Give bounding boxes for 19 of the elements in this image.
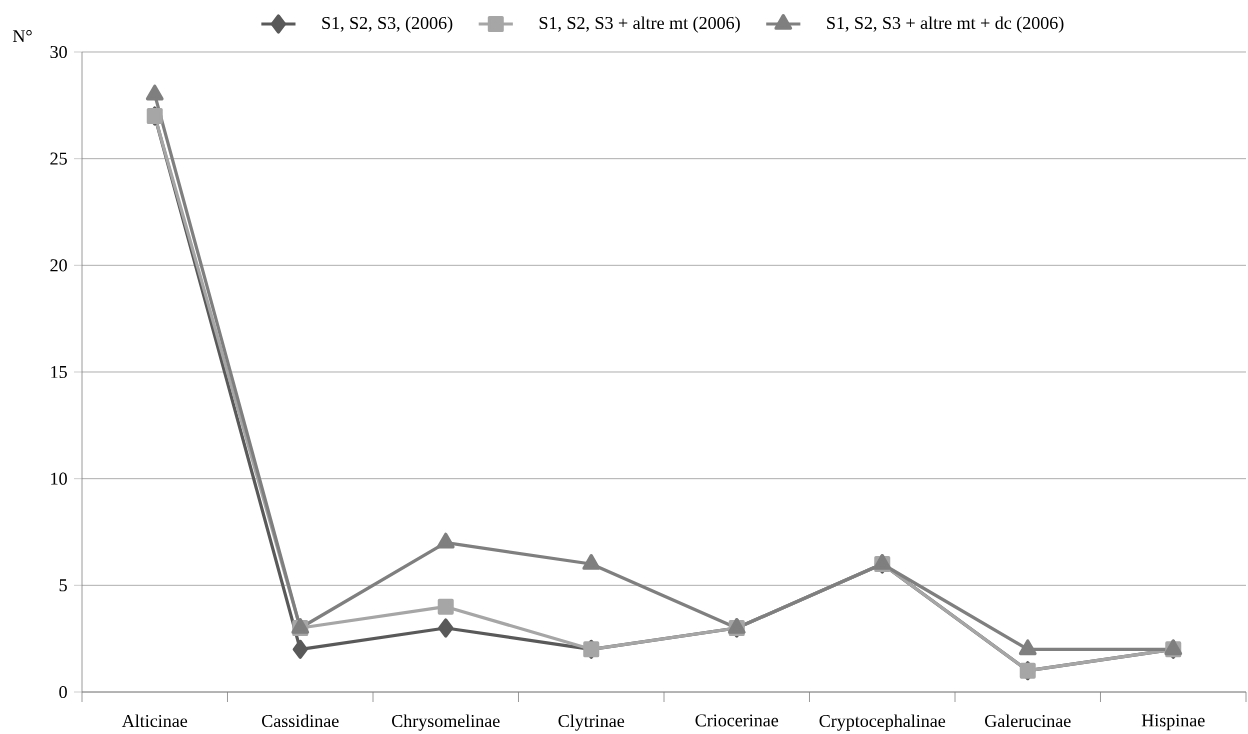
legend-label: S1, S2, S3 + altre mt (2006) — [539, 16, 740, 33]
x-tick-label: Clytrinae — [558, 714, 625, 731]
x-tick-label: Cryptocephalinae — [819, 714, 946, 731]
x-tick-label: Alticinae — [121, 714, 188, 728]
y-tick-label: 20 — [50, 259, 67, 272]
y-tick-label: 0 — [59, 685, 67, 699]
x-tick-label: Chrysomelinae — [392, 714, 500, 731]
legend-label: S1, S2, S3 + altre mt + dc (2006) — [827, 16, 1064, 33]
y-tick-label: 5 — [59, 579, 67, 592]
y-axis-title: N° — [12, 30, 32, 42]
x-tick-label: Criocerinae — [695, 714, 779, 727]
y-tick-label: 15 — [51, 365, 67, 379]
y-tick-label: 30 — [50, 45, 67, 59]
x-tick-label: Cassidinae — [262, 714, 339, 728]
x-tick-label: Galerucinae — [985, 714, 1071, 728]
legend-label: S1, S2, S3, (2006) — [322, 16, 453, 33]
x-tick-label: Hispinae — [1141, 714, 1205, 731]
y-tick-label: 10 — [51, 472, 67, 485]
y-tick-label: 25 — [50, 152, 67, 165]
